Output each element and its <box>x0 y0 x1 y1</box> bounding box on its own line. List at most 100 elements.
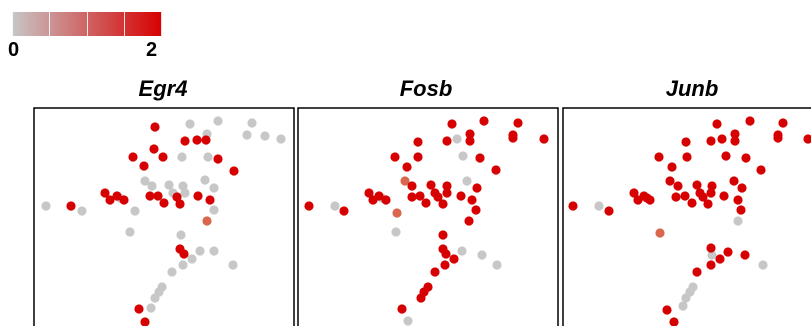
scatter-point <box>203 152 213 162</box>
scatter-point <box>213 154 223 164</box>
scatter-point <box>276 134 286 144</box>
scatter-point <box>465 136 475 146</box>
scatter-point <box>228 260 238 270</box>
scatter-point <box>740 250 750 260</box>
scatter-point <box>147 181 157 191</box>
colorbar-min-label: 0 <box>8 39 20 61</box>
scatter-point <box>568 201 578 211</box>
scatter-point <box>773 133 783 143</box>
scatter-point <box>119 195 129 205</box>
scatter-point <box>715 254 725 264</box>
scatter-point <box>187 254 197 264</box>
scatter-point <box>146 303 156 313</box>
scatter-panel-junb <box>562 107 811 326</box>
scatter-point <box>539 134 549 144</box>
scatter-point <box>100 188 110 198</box>
scatter-point <box>447 119 457 129</box>
scatter-point <box>242 130 252 140</box>
scatter-point <box>150 293 160 303</box>
scatter-point <box>415 191 425 201</box>
scatter-panel-fosb <box>297 107 559 326</box>
colorbar-tick <box>124 12 125 36</box>
scatter-point <box>390 152 400 162</box>
scatter-point <box>438 230 448 240</box>
scatter-point <box>681 293 691 303</box>
scatter-point <box>167 267 177 277</box>
scatter-point <box>456 191 466 201</box>
scatter-point <box>400 176 410 186</box>
scatter-point <box>745 116 755 126</box>
scatter-point <box>201 135 211 145</box>
scatter-point <box>695 188 705 198</box>
scatter-point <box>729 176 739 186</box>
scatter-point <box>452 134 462 144</box>
panel-frame <box>33 107 295 326</box>
scatter-point <box>304 201 314 211</box>
colorbar-tick <box>161 12 162 36</box>
scatter-point <box>442 136 452 146</box>
scatter-point <box>430 188 440 198</box>
scatter-point <box>665 176 675 186</box>
scatter-point <box>758 260 768 270</box>
scatter-point <box>457 246 467 256</box>
scatter-point <box>707 181 717 191</box>
scatter-point <box>140 176 150 186</box>
panel-title-egr4: Egr4 <box>138 76 188 101</box>
scatter-point <box>458 151 468 161</box>
scatter-point <box>449 254 459 264</box>
scatter-point <box>462 176 472 186</box>
scatter-point <box>642 193 652 203</box>
scatter-point <box>413 152 423 162</box>
scatter-point <box>706 243 716 253</box>
scatter-point <box>692 180 702 190</box>
scatter-point <box>681 137 691 147</box>
scatter-point <box>195 246 205 256</box>
scatter-point <box>442 188 452 198</box>
scatter-point <box>471 205 481 215</box>
scatter-point <box>139 161 149 171</box>
scatter-point <box>247 118 257 128</box>
scatter-point <box>692 267 702 277</box>
scatter-point <box>703 199 713 209</box>
scatter-point <box>416 293 426 303</box>
scatter-point <box>330 201 340 211</box>
scatter-point <box>402 162 412 172</box>
scatter-point <box>678 301 688 311</box>
scatter-point <box>465 129 475 139</box>
scatter-point <box>185 119 195 129</box>
scatter-point <box>712 119 722 129</box>
scatter-point <box>193 191 203 201</box>
scatter-point <box>209 183 219 193</box>
scatter-point <box>41 201 51 211</box>
scatter-point <box>717 134 727 144</box>
scatter-point <box>706 260 716 270</box>
scatter-point <box>426 180 436 190</box>
scatter-point <box>364 188 374 198</box>
scatter-point <box>736 205 746 215</box>
scatter-point <box>368 195 378 205</box>
scatter-point <box>706 136 716 146</box>
scatter-point <box>112 191 122 201</box>
scatter-point <box>66 201 76 211</box>
scatter-point <box>472 183 482 193</box>
scatter-point <box>209 205 219 215</box>
scatter-point <box>149 144 159 154</box>
scatter-point <box>125 227 135 237</box>
scatter-point <box>467 195 477 205</box>
scatter-point <box>178 260 188 270</box>
scatter-point <box>633 195 643 205</box>
scatter-point <box>177 152 187 162</box>
scatter-point <box>687 198 697 208</box>
scatter-point <box>158 152 168 162</box>
scatter-point <box>706 188 716 198</box>
scatter-point <box>673 181 683 191</box>
scatter-point <box>682 152 692 162</box>
scatter-point <box>441 249 451 259</box>
panel-frame <box>297 107 559 326</box>
scatter-point <box>730 136 740 146</box>
scatter-point <box>209 246 219 256</box>
scatter-point <box>655 228 665 238</box>
scatter-point <box>442 181 452 191</box>
panel-title-junb: Junb <box>665 76 719 101</box>
scatter-point <box>339 206 349 216</box>
